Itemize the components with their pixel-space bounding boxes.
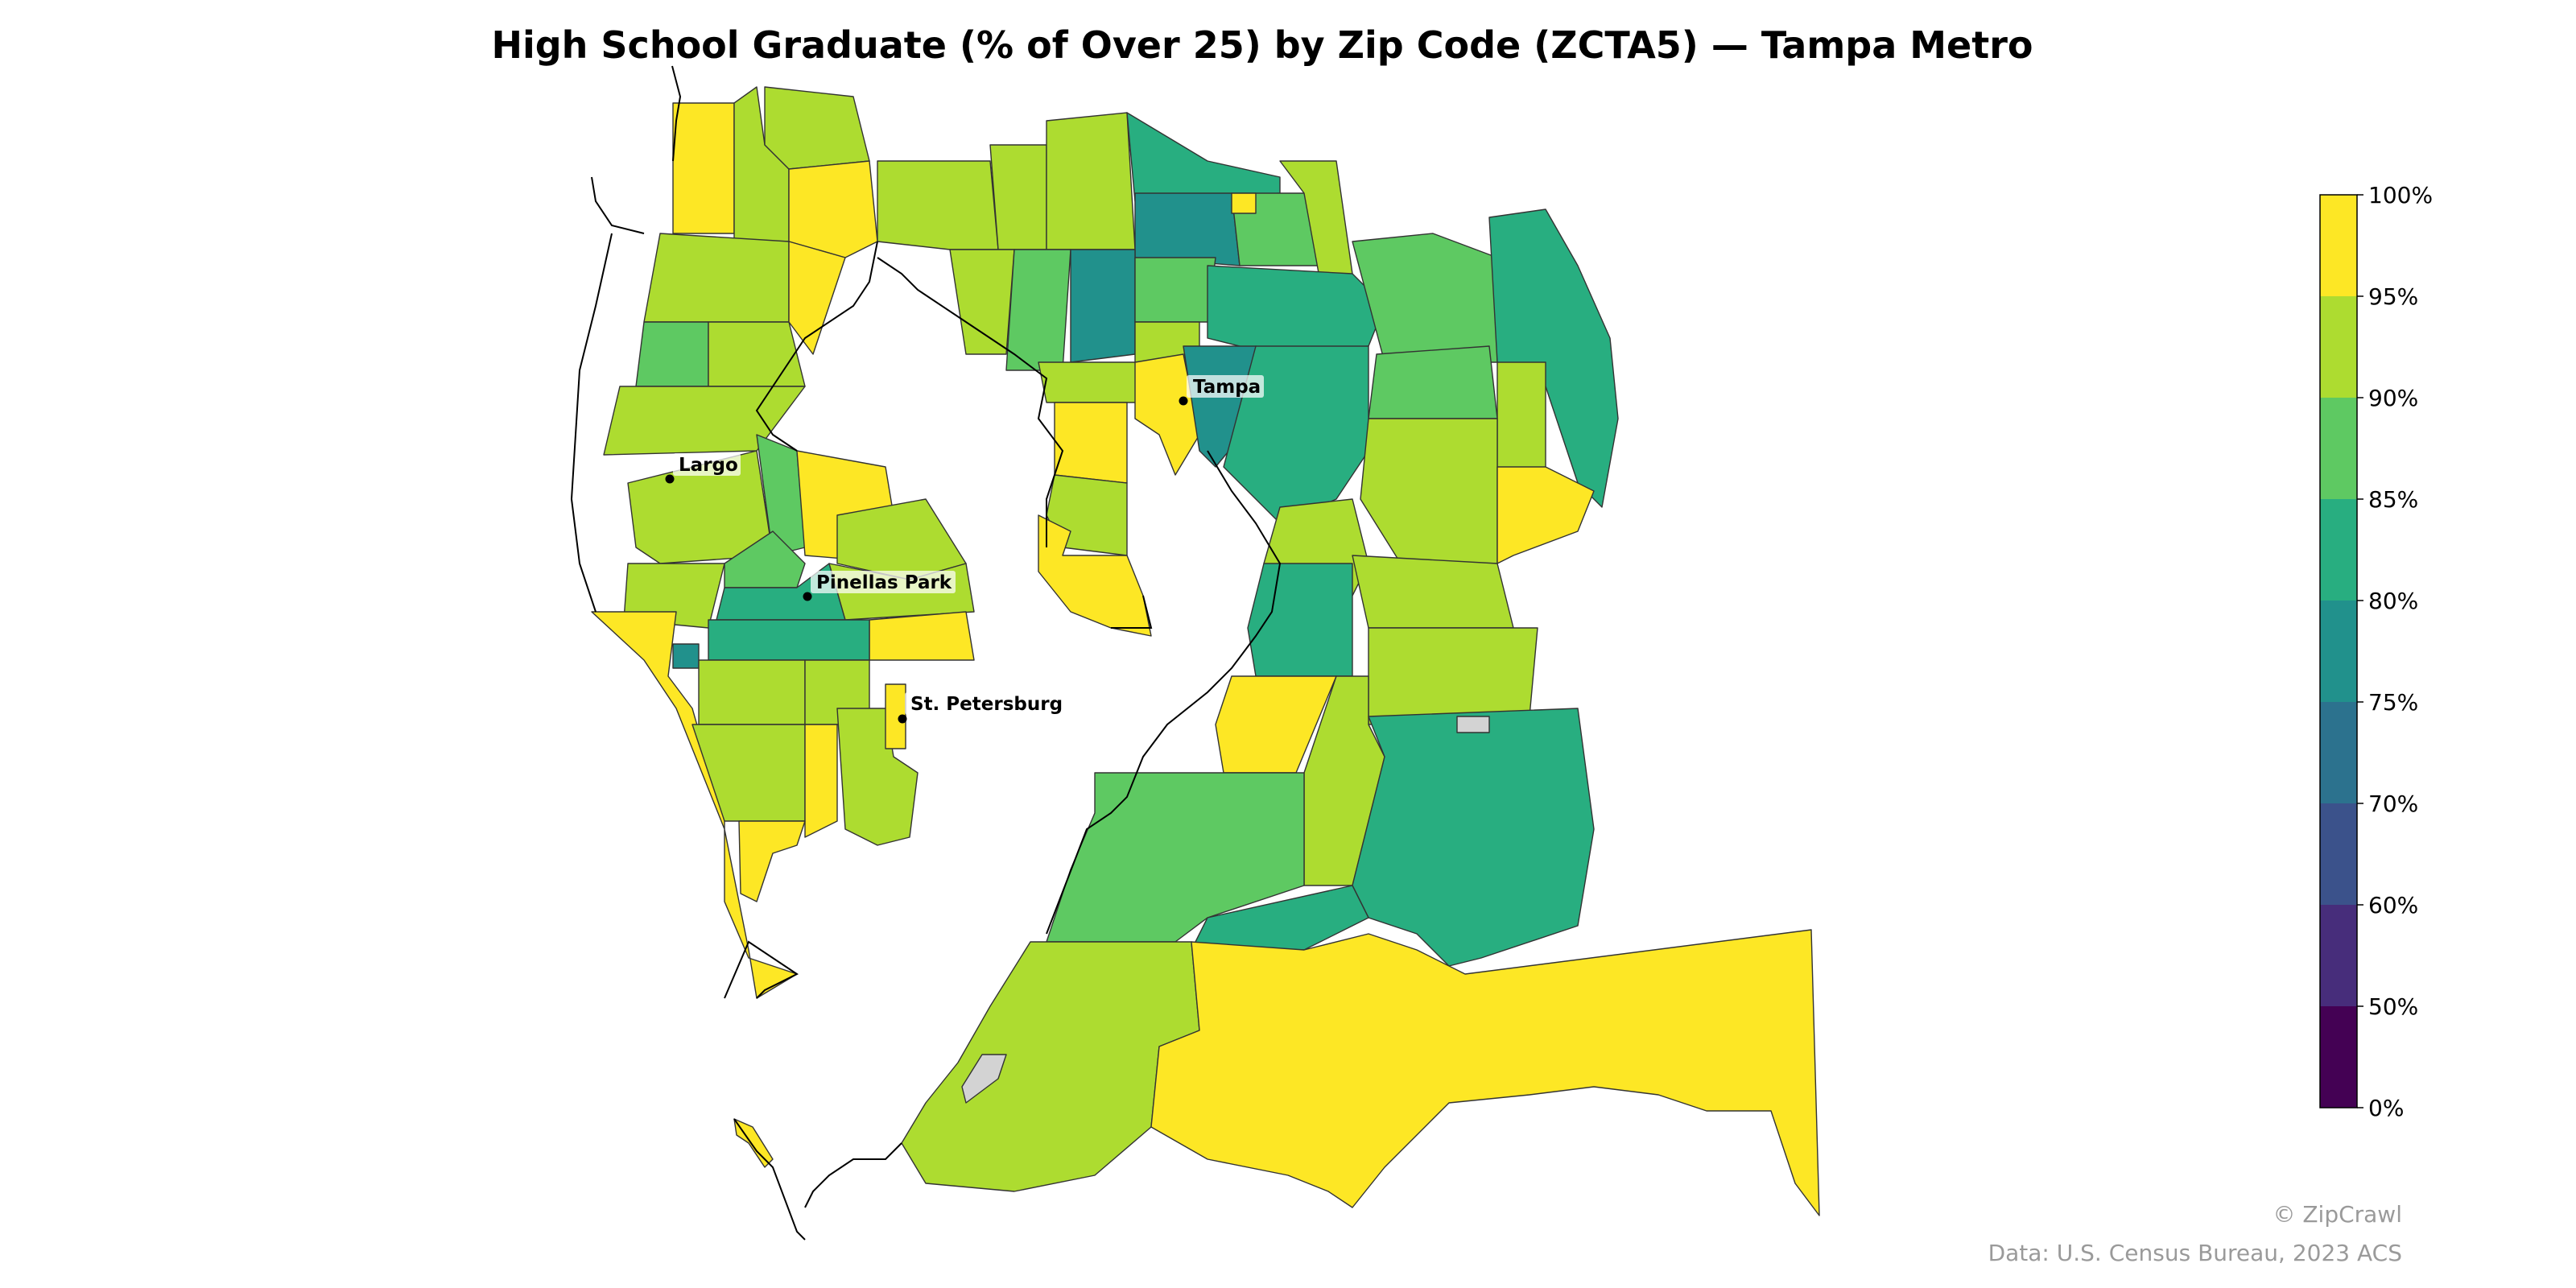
city-label: Tampa [1193, 377, 1261, 398]
zip-region[interactable] [1134, 353, 1200, 476]
zip-region[interactable] [1126, 112, 1281, 202]
zip-region[interactable] [1070, 249, 1136, 363]
zip-region[interactable] [698, 659, 806, 725]
zip-region[interactable] [1150, 929, 1820, 1216]
colorbar-tick-label: 50% [2368, 993, 2418, 1020]
city-marker-pinellas-park[interactable]: Pinellas Park [803, 571, 956, 601]
zip-region-no-data [961, 1054, 1007, 1104]
zip-region[interactable] [1231, 192, 1257, 214]
colorbar-bin [2320, 398, 2357, 500]
zip-region[interactable] [877, 160, 999, 250]
colorbar-tick-label: 90% [2368, 385, 2418, 411]
colorbar-tick-label: 80% [2368, 588, 2418, 614]
zip-region[interactable] [1368, 627, 1538, 725]
brand-credit: © ZipCrawl [2273, 1201, 2402, 1228]
zip-region[interactable] [1038, 514, 1152, 637]
zip-region[interactable] [635, 321, 709, 387]
shoreline [570, 65, 1282, 1241]
colorbar-bin [2320, 702, 2357, 804]
colorbar-bin [2320, 601, 2357, 703]
zip-region[interactable] [643, 233, 790, 323]
city-dot [803, 592, 812, 601]
colorbar-tick-label: 60% [2368, 892, 2418, 919]
zip-region[interactable] [788, 160, 878, 258]
zip-region[interactable] [1134, 192, 1241, 266]
zip-region[interactable] [1496, 361, 1546, 484]
city-label-bg [1187, 375, 1264, 398]
zip-region[interactable] [724, 530, 806, 588]
colorbar-tick-label: 70% [2368, 791, 2418, 817]
zip-region[interactable] [1360, 418, 1498, 564]
colorbar-bin [2320, 499, 2357, 601]
colorbar-bin [2320, 195, 2357, 297]
colorbar-tick-label: 0% [2368, 1095, 2404, 1121]
zip-region[interactable] [1368, 345, 1498, 419]
zip-region[interactable] [708, 321, 806, 387]
colorbar-tick-label: 95% [2368, 283, 2418, 310]
city-dot [1179, 396, 1188, 406]
zip-region[interactable] [733, 1118, 774, 1168]
zip-region[interactable] [1352, 708, 1595, 967]
zip-region[interactable] [672, 643, 700, 669]
zip-region[interactable] [885, 683, 906, 749]
colorbar-tick-label: 85% [2368, 486, 2418, 513]
zip-region[interactable] [591, 611, 798, 999]
city-label-bg [905, 692, 1066, 715]
zip-region[interactable] [989, 144, 1047, 250]
zip-region[interactable] [788, 241, 846, 355]
zip-region[interactable] [708, 619, 870, 661]
colorbar-bin [2320, 905, 2357, 1007]
zip-region-no-data [1456, 716, 1490, 733]
zip-region[interactable] [949, 249, 1015, 355]
colorbar-tick-label: 100% [2368, 182, 2433, 208]
zip-region[interactable] [672, 102, 735, 234]
city-marker-largo[interactable]: Largo [665, 453, 741, 484]
colorbar-bin [2320, 296, 2357, 398]
zip-region[interactable] [1352, 555, 1514, 629]
zip-region[interactable] [836, 498, 967, 580]
zip-region[interactable] [869, 611, 975, 661]
city-label-bg [673, 453, 741, 476]
city-marker-tampa[interactable]: Tampa [1179, 375, 1265, 406]
zip-region[interactable] [1247, 563, 1353, 677]
city-label-bg [811, 571, 956, 593]
city-marker-st-petersburg[interactable]: St. Petersburg [898, 692, 1067, 724]
zip-region[interactable] [764, 86, 870, 170]
zip-region[interactable] [691, 724, 806, 822]
city-dot [665, 474, 675, 484]
city-label: St. Petersburg [910, 694, 1063, 715]
zip-region[interactable] [804, 724, 838, 838]
zip-region[interactable] [901, 941, 1200, 1192]
map-title: High School Graduate (% of Over 25) by Z… [491, 23, 2033, 67]
city-label: Largo [679, 455, 738, 476]
colorbar-legend: 100% 95% 90% 85% 80% 75% 70% 60% 50% 0% [2319, 182, 2433, 1121]
zip-region[interactable] [1038, 361, 1144, 403]
source-credit: Data: U.S. Census Bureau, 2023 ACS [1988, 1240, 2402, 1266]
colorbar-tick-label: 75% [2368, 689, 2418, 716]
zip-region[interactable] [1352, 233, 1498, 363]
colorbar-bin [2320, 1006, 2357, 1108]
zip-regions [591, 86, 1820, 1216]
colorbar-bin [2320, 803, 2357, 906]
city-dot [898, 714, 907, 724]
zip-region[interactable] [1207, 265, 1385, 355]
zip-region[interactable] [1134, 257, 1216, 323]
colorbar-frame [2319, 194, 2358, 1108]
city-label: Pinellas Park [816, 572, 952, 593]
city-markers: Tampa Largo Pinellas Park St. Petersburg [665, 375, 1265, 724]
zip-region[interactable] [738, 820, 806, 902]
zip-region[interactable] [1046, 112, 1136, 250]
zip-region[interactable] [1005, 249, 1071, 371]
zip-region[interactable] [1054, 402, 1128, 484]
